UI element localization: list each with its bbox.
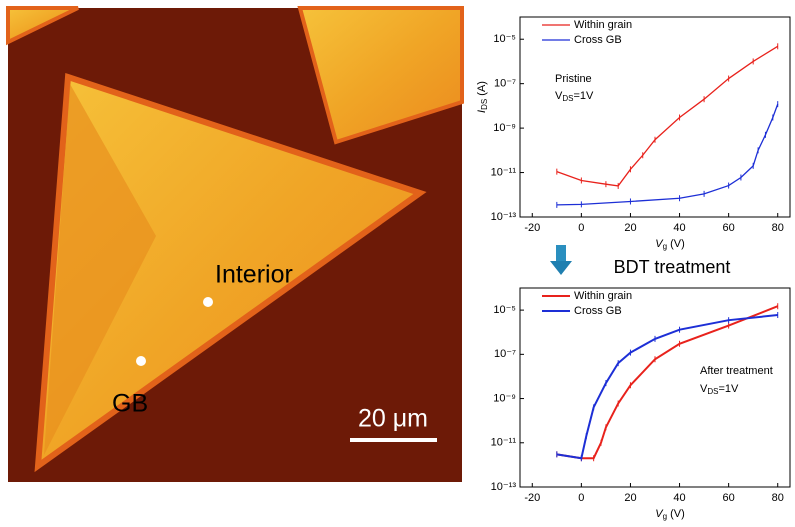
label-rest: (A) bbox=[476, 81, 488, 99]
y-tick-label: 10⁻¹³ bbox=[491, 481, 517, 493]
plot-frame bbox=[520, 17, 790, 217]
x-tick-label: 80 bbox=[772, 492, 784, 504]
x-tick-label: 80 bbox=[772, 222, 784, 234]
legend-label: Cross GB bbox=[574, 305, 622, 317]
x-tick-label: -20 bbox=[524, 492, 540, 504]
x-tick-label: 0 bbox=[578, 222, 584, 234]
y-tick-label: 10⁻⁷ bbox=[494, 78, 516, 90]
annotation: Pristine bbox=[555, 73, 592, 85]
legend-label: Within grain bbox=[574, 19, 632, 31]
x-tick-label: -20 bbox=[524, 222, 540, 234]
label-rest: =1V bbox=[718, 383, 739, 395]
x-tick-label: 40 bbox=[673, 222, 685, 234]
scale-label: 20 μm bbox=[358, 405, 428, 433]
y-tick-label: 10⁻⁷ bbox=[494, 348, 516, 360]
rich-label: Vg (V) bbox=[655, 238, 685, 251]
x-tick-label: 0 bbox=[578, 492, 584, 504]
legend-label: Cross GB bbox=[574, 34, 622, 46]
treatment-arrow bbox=[550, 245, 572, 275]
page: Interior GB 20 μm BDT treatment -20 0 20 40… bbox=[0, 0, 795, 527]
rich-label: VDS=1V bbox=[555, 90, 594, 103]
label-rest: (V) bbox=[667, 238, 685, 250]
label-rest: (V) bbox=[667, 508, 685, 520]
series-line bbox=[557, 306, 778, 458]
y-tick-label: 10⁻⁹ bbox=[493, 122, 516, 134]
series-line bbox=[557, 315, 778, 458]
series-line bbox=[557, 46, 778, 186]
label-sub: DS bbox=[480, 99, 489, 110]
y-tick-label: 10⁻⁵ bbox=[493, 33, 516, 45]
x-tick-label: 60 bbox=[723, 222, 735, 234]
y-tick-label: 10⁻¹¹ bbox=[491, 166, 517, 178]
label-sub: DS bbox=[562, 94, 573, 103]
figure: Interior GB 20 μm BDT treatment -20 0 20 40… bbox=[0, 0, 795, 527]
y-tick-label: 10⁻¹³ bbox=[491, 211, 517, 223]
marker bbox=[203, 297, 213, 307]
marker bbox=[136, 356, 146, 366]
y-tick-label: 10⁻¹¹ bbox=[491, 437, 517, 449]
x-tick-label: 20 bbox=[624, 222, 636, 234]
arrow-label: BDT treatment bbox=[614, 257, 731, 277]
micrograph: Interior GB 20 μm bbox=[8, 8, 462, 482]
y-tick-label: 10⁻⁹ bbox=[493, 392, 516, 404]
x-tick-label: 60 bbox=[723, 492, 735, 504]
image-label: GB bbox=[112, 390, 148, 418]
x-tick-label: 20 bbox=[624, 492, 636, 504]
label-rest: =1V bbox=[573, 90, 594, 102]
rich-label: Vg (V) bbox=[655, 508, 685, 521]
series-line bbox=[557, 104, 778, 205]
rich-label: IDS (A) bbox=[476, 81, 489, 113]
x-tick-label: 40 bbox=[673, 492, 685, 504]
image-label: Interior bbox=[215, 261, 293, 289]
legend-label: Within grain bbox=[574, 290, 632, 302]
y-tick-label: 10⁻⁵ bbox=[493, 304, 516, 316]
rich-label: VDS=1V bbox=[700, 383, 739, 396]
annotation: After treatment bbox=[700, 365, 773, 377]
label-sub: DS bbox=[707, 387, 718, 396]
